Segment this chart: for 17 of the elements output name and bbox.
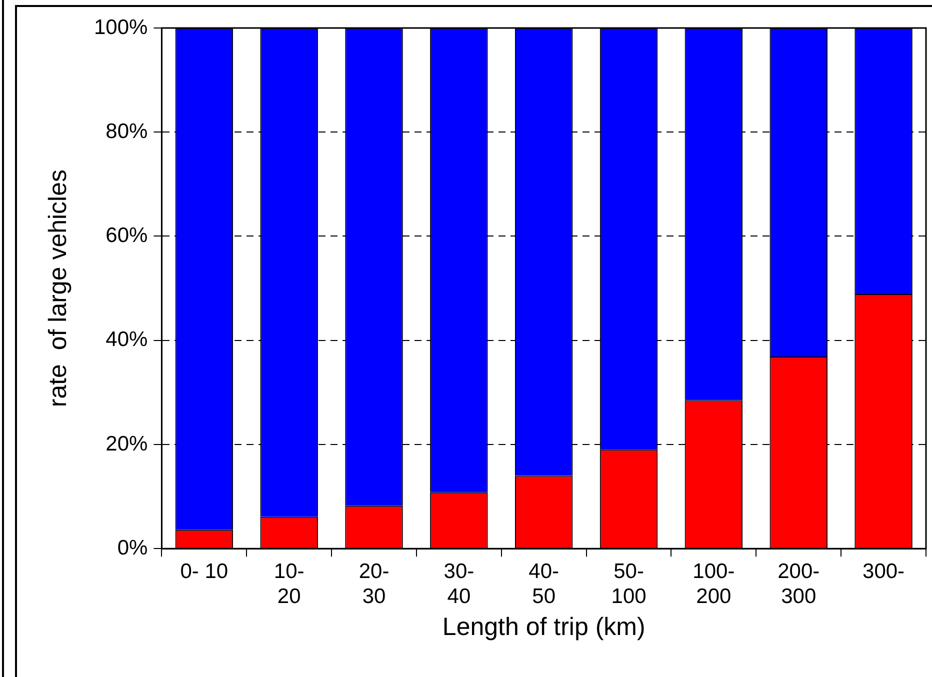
- x-axis-title: Length of trip (km): [442, 612, 646, 641]
- y-tick-label: 40%: [106, 328, 148, 352]
- y-tick-label: 0%: [117, 536, 148, 560]
- x-tick-label: 200- 300: [778, 560, 820, 608]
- y-tick-label: 80%: [106, 120, 148, 143]
- y-tick-label: 60%: [106, 224, 148, 248]
- y-tick-label: 100%: [94, 16, 148, 39]
- x-tick-label: 10- 20: [274, 560, 304, 608]
- x-tick-label: 50- 100: [611, 560, 646, 608]
- x-tick-label: 40- 50: [528, 560, 560, 608]
- x-tick-label: 20- 30: [358, 560, 390, 608]
- x-tick-label: 0- 10: [180, 560, 228, 583]
- y-tick-label: 20%: [106, 432, 148, 456]
- x-tick-label: 300-: [862, 560, 905, 583]
- x-tick-label: 100- 200: [692, 560, 735, 608]
- y-axis-title: rate of large vehicles: [44, 169, 72, 408]
- x-tick-label: 30- 40: [444, 560, 474, 608]
